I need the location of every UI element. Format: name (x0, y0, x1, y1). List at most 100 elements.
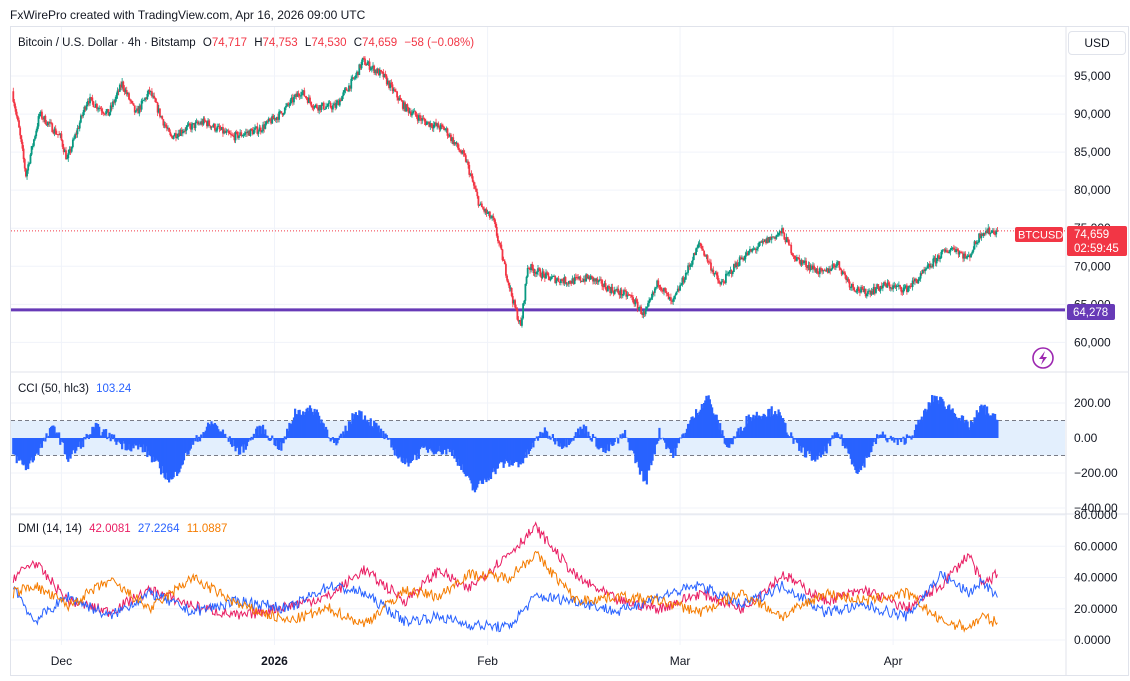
candle[interactable] (423, 119, 426, 122)
candle[interactable] (422, 118, 425, 120)
candle[interactable] (278, 111, 280, 120)
candle[interactable] (413, 110, 416, 112)
candle[interactable] (239, 132, 242, 136)
candle[interactable] (911, 280, 914, 288)
candle[interactable] (554, 276, 557, 283)
candle[interactable] (616, 288, 618, 291)
candle[interactable] (459, 150, 461, 153)
candle[interactable] (663, 288, 665, 292)
candle[interactable] (647, 303, 649, 307)
candle[interactable] (539, 269, 542, 277)
candle[interactable] (761, 241, 764, 243)
candle[interactable] (289, 99, 292, 105)
candle[interactable] (653, 288, 656, 293)
candle[interactable] (401, 101, 404, 109)
candle[interactable] (24, 168, 27, 177)
candle[interactable] (395, 91, 397, 93)
candle[interactable] (134, 110, 137, 113)
candle[interactable] (678, 288, 680, 291)
candle[interactable] (981, 233, 984, 236)
candle[interactable] (507, 280, 510, 283)
candle[interactable] (406, 104, 409, 108)
candle[interactable] (894, 285, 897, 288)
candle[interactable] (924, 269, 927, 272)
candle[interactable] (42, 118, 44, 120)
candle[interactable] (585, 274, 588, 282)
candle[interactable] (604, 283, 607, 289)
candle[interactable] (852, 283, 854, 288)
candle[interactable] (557, 278, 560, 282)
candle[interactable] (412, 111, 415, 114)
candle[interactable] (105, 111, 107, 115)
candle[interactable] (859, 291, 861, 293)
candle[interactable] (549, 279, 552, 281)
candle[interactable] (116, 90, 119, 95)
candle[interactable] (327, 102, 330, 107)
candle[interactable] (403, 102, 405, 109)
candle[interactable] (299, 95, 302, 97)
candle[interactable] (208, 120, 211, 126)
candle[interactable] (368, 61, 371, 70)
candle[interactable] (362, 57, 365, 59)
candle[interactable] (839, 267, 842, 270)
candle[interactable] (550, 276, 553, 280)
candle[interactable] (865, 294, 868, 297)
candle[interactable] (101, 111, 104, 113)
candle[interactable] (612, 291, 615, 294)
candle[interactable] (861, 287, 864, 289)
candle[interactable] (242, 134, 245, 136)
candle[interactable] (230, 134, 232, 135)
candle[interactable] (172, 136, 175, 139)
candle[interactable] (959, 252, 962, 253)
candle[interactable] (479, 203, 482, 205)
candle[interactable] (104, 113, 106, 115)
candle[interactable] (925, 268, 928, 270)
candle[interactable] (46, 121, 49, 126)
candle[interactable] (899, 284, 901, 288)
candle[interactable] (864, 288, 867, 297)
candle[interactable] (912, 280, 915, 282)
candle[interactable] (900, 287, 903, 292)
candle[interactable] (393, 89, 396, 92)
candle[interactable] (896, 285, 899, 287)
candle[interactable] (644, 309, 647, 315)
candle[interactable] (979, 233, 982, 238)
candle[interactable] (18, 120, 20, 128)
candle[interactable] (318, 105, 321, 111)
candle[interactable] (820, 268, 822, 269)
candle[interactable] (944, 250, 947, 252)
candle[interactable] (247, 131, 250, 134)
candle[interactable] (782, 228, 785, 233)
candle[interactable] (810, 265, 813, 270)
candle[interactable] (506, 275, 508, 281)
candle[interactable] (836, 262, 838, 267)
candle[interactable] (420, 118, 423, 121)
candle[interactable] (265, 120, 268, 125)
candle[interactable] (482, 207, 484, 209)
candle[interactable] (988, 227, 991, 235)
candle[interactable] (938, 255, 940, 259)
candle[interactable] (117, 90, 120, 92)
candle[interactable] (829, 268, 832, 272)
candle[interactable] (41, 111, 43, 119)
candle[interactable] (798, 257, 801, 260)
candle[interactable] (315, 104, 318, 109)
candle[interactable] (710, 262, 712, 271)
candle[interactable] (124, 90, 127, 93)
candle[interactable] (290, 97, 293, 100)
candle[interactable] (314, 104, 317, 106)
candle[interactable] (67, 153, 70, 159)
candle[interactable] (675, 291, 678, 295)
candle[interactable] (733, 264, 735, 272)
candle[interactable] (437, 123, 440, 128)
candle[interactable] (38, 113, 41, 117)
candle[interactable] (661, 290, 664, 292)
candle[interactable] (436, 123, 439, 126)
candle[interactable] (521, 318, 523, 326)
candle[interactable] (83, 106, 86, 113)
candle[interactable] (886, 282, 889, 288)
candle[interactable] (907, 287, 909, 292)
candle[interactable] (731, 271, 734, 275)
candle[interactable] (934, 257, 937, 264)
